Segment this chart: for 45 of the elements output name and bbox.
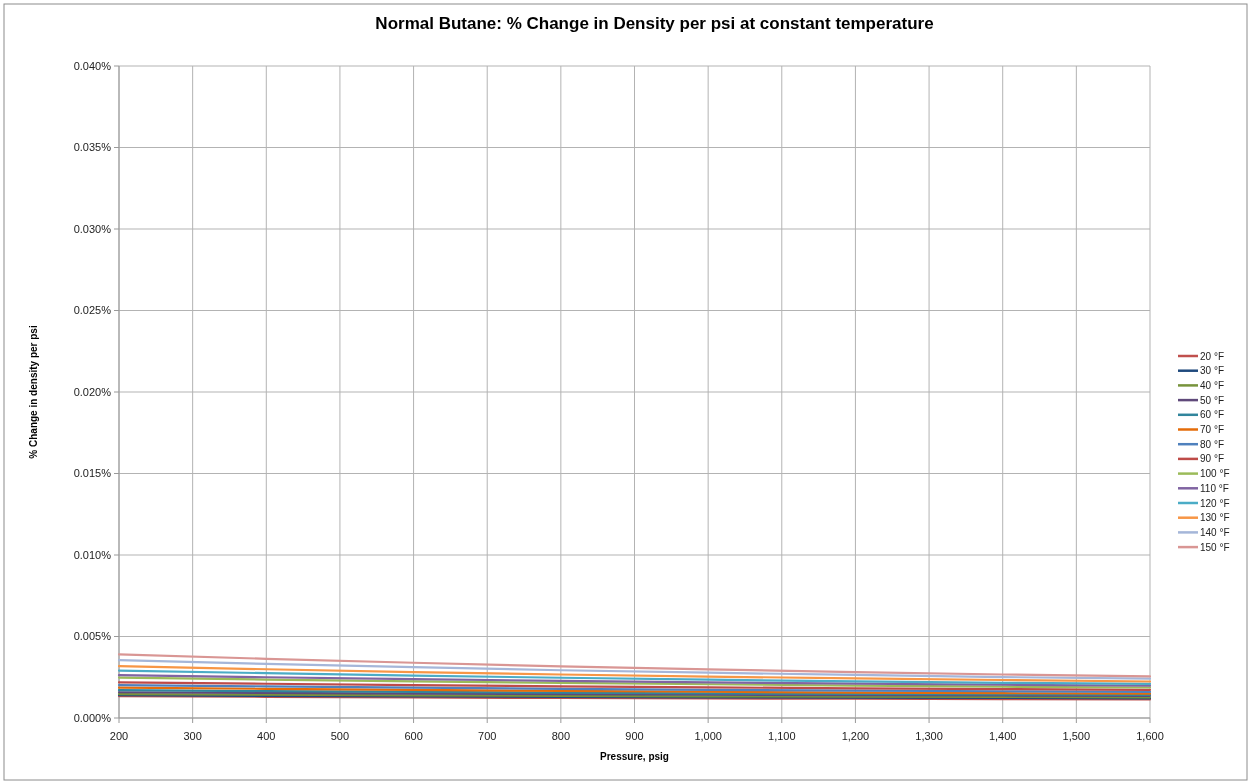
line-series <box>117 665 1152 683</box>
line-series <box>117 659 1152 680</box>
x-tick-label: 800 <box>551 730 571 742</box>
y-tick-label: 0.000% <box>73 711 112 724</box>
legend-label: 140 °F <box>1200 526 1230 538</box>
x-tick-label: 1,500 <box>1062 730 1091 742</box>
legend-label: 150 °F <box>1200 541 1230 553</box>
legend-label: 30 °F <box>1200 365 1225 377</box>
x-axis-title: Pressure, psig <box>600 751 669 762</box>
chart-title: Normal Butane: % Change in Density per psi at constant temperature <box>375 14 934 33</box>
y-tick-label: 0.010% <box>73 548 112 561</box>
legend-label: 130 °F <box>1200 512 1230 524</box>
x-tick-label: 200 <box>109 730 129 742</box>
x-tick-label: 900 <box>625 730 644 742</box>
y-tick-label: 0.005% <box>73 630 112 643</box>
legend-label: 100 °F <box>1200 468 1230 480</box>
legend-label: 110 °F <box>1200 482 1229 494</box>
legend-label: 80 °F <box>1200 438 1225 450</box>
y-tick-label: 0.015% <box>73 467 112 480</box>
x-tick-label: 400 <box>257 730 276 742</box>
y-tick-label: 0.025% <box>73 304 112 317</box>
legend-label: 50 °F <box>1200 394 1225 406</box>
line-series <box>117 653 1152 678</box>
y-tick-label: 0.035% <box>73 141 112 154</box>
y-tick-label: 0.030% <box>73 222 112 235</box>
legend-label: 90 °F <box>1200 453 1225 465</box>
x-tick-label: 1,200 <box>841 730 870 742</box>
legend-label: 60 °F <box>1200 409 1225 421</box>
y-tick-label: 0.020% <box>73 385 112 398</box>
legend-label: 120 °F <box>1200 497 1230 509</box>
line-series <box>117 669 1152 686</box>
x-tick-label: 300 <box>183 730 202 742</box>
legend-label: 70 °F <box>1200 424 1225 435</box>
x-tick-label: 1,000 <box>694 730 722 742</box>
x-tick-label: 1,400 <box>988 730 1017 742</box>
x-tick-label: 700 <box>478 730 497 742</box>
x-tick-label: 1,300 <box>915 730 943 742</box>
x-tick-label: 1,600 <box>1136 730 1164 742</box>
legend-label: 20 °F <box>1200 350 1225 362</box>
legend-label: 40 °F <box>1200 379 1225 391</box>
x-tick-label: 600 <box>404 730 423 742</box>
y-tick-label: 0.040% <box>73 59 112 72</box>
x-tick-label: 500 <box>330 730 350 742</box>
x-tick-label: 1,100 <box>768 730 796 742</box>
y-axis-title: % Change in density per psi <box>28 325 39 459</box>
